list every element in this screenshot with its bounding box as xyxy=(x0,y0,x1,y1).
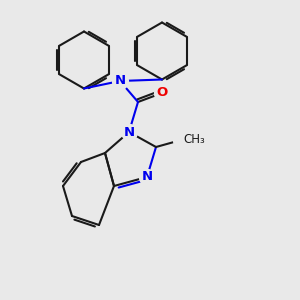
Text: N: N xyxy=(123,125,135,139)
Text: O: O xyxy=(156,86,168,100)
Text: N: N xyxy=(114,74,126,88)
Text: N: N xyxy=(141,170,153,184)
Text: CH₃: CH₃ xyxy=(183,133,205,146)
